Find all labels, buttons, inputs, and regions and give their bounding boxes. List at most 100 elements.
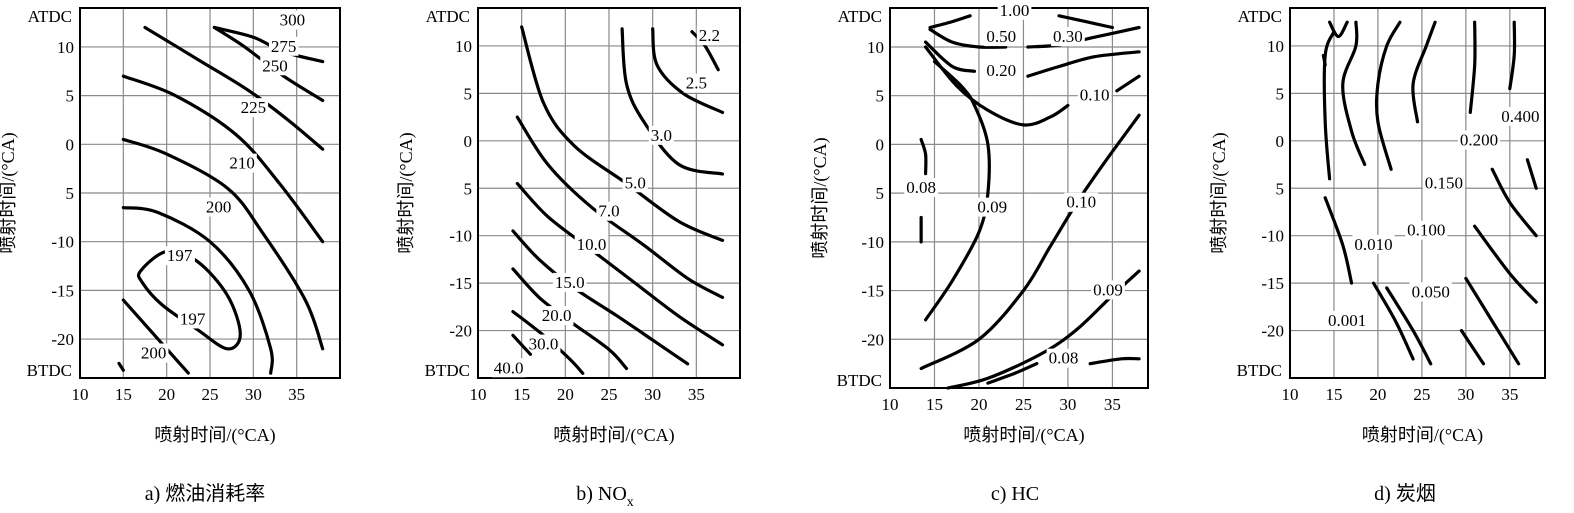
contour-line: [515, 181, 725, 347]
contour-label-bg: [1326, 310, 1369, 330]
plot-frame: [79, 7, 341, 379]
contour-label: 197: [167, 246, 193, 265]
contour-label-bg: [1091, 280, 1125, 300]
contour-label-bg: [177, 309, 208, 329]
contour-label: 0.09: [1093, 280, 1123, 299]
y-tick-label: 5: [876, 87, 885, 106]
contour-label-bg: [574, 234, 609, 254]
contour-line: [1464, 276, 1521, 366]
contour-label-bg: [1457, 130, 1501, 150]
contour-label: 0.100: [1407, 221, 1445, 240]
contour-label: 15.0: [555, 273, 585, 292]
y-tick-label: 10: [57, 38, 74, 57]
contour-label-bg: [984, 61, 1019, 81]
panel-caption: a) 燃油消耗率: [145, 482, 266, 505]
contour-line: [121, 74, 325, 244]
contour-label: 0.08: [906, 178, 936, 197]
contour-label: 2.2: [699, 26, 720, 45]
contour-label: 0.30: [1053, 27, 1083, 46]
y-tick-label: -10: [861, 233, 884, 252]
contour-line: [117, 361, 125, 372]
chart-panel-4: 10 15 20 25 30 35 10 5 0 5 -10 -15 -20 ATDC BTDC 喷射时间/(…: [1209, 7, 1546, 505]
y-axis-label: 喷射时间/(°CA): [0, 132, 19, 253]
y-bottom-label: BTDC: [425, 361, 470, 380]
contour-label: 40.0: [494, 358, 524, 377]
contour-label-bg: [260, 56, 290, 76]
contour-label-bg: [596, 201, 622, 221]
contour-line: [121, 137, 325, 351]
panel-caption: b) NOx: [576, 483, 634, 510]
contour-label-bg: [1051, 27, 1085, 47]
contour-line: [1490, 167, 1538, 238]
x-tick-label: 25: [601, 385, 618, 404]
chart-panel-3: 10 15 20 25 30 35 10 5 0 5 -10 -15 -20 ATDC BTDC 喷射时间/(…: [810, 0, 1149, 505]
contour-label-bg: [1064, 192, 1099, 212]
contour-label: 200: [206, 197, 232, 216]
contour-label: 1.00: [1000, 1, 1030, 20]
contour-label: 0.50: [986, 27, 1016, 46]
chart-panel-2: 10 15 20 25 30 35 10 5 0 5 -10 -15 -20 ATDC BTDC 喷射时间/(…: [396, 7, 741, 510]
y-tick-label: 5: [1276, 84, 1285, 103]
contour-label-bg: [975, 197, 1010, 217]
contour-label: 250: [262, 56, 288, 75]
contour-line: [143, 25, 325, 151]
x-tick-label: 15: [926, 395, 943, 414]
chart-panel-1: 10 15 20 25 30 35 10 5 0 5 -10 -15 -20 ATDC BTDC 喷射时间/(…: [0, 7, 341, 505]
x-tick-label: 25: [1413, 385, 1430, 404]
y-tick-label: -15: [449, 274, 472, 293]
x-tick-label: 20: [970, 395, 987, 414]
contour-label: 0.400: [1501, 107, 1539, 126]
x-tick-label: 15: [1325, 385, 1342, 404]
contour-line: [1057, 14, 1114, 30]
x-axis-label: 喷射时间/(°CA): [154, 425, 275, 446]
contour-line: [515, 115, 725, 299]
y-tick-label: 10: [867, 38, 884, 57]
plot-frame: [1289, 7, 1546, 379]
y-tick-label: 5: [876, 184, 885, 203]
y-tick-label: -15: [861, 282, 884, 301]
contour-label-bg: [1409, 282, 1452, 302]
contour-label-bg: [268, 36, 299, 56]
contour-line: [1473, 224, 1538, 304]
contour-label: 0.08: [1049, 349, 1079, 368]
contour-label: 5.0: [625, 173, 646, 192]
x-tick-label: 30: [1059, 395, 1076, 414]
contour-line: [121, 298, 190, 375]
contour-line: [1115, 74, 1141, 93]
x-tick-label: 25: [202, 385, 219, 404]
contour-line: [1459, 328, 1486, 366]
contour-line: [923, 45, 1070, 127]
y-tick-label: -10: [51, 233, 74, 252]
x-tick-label: 35: [288, 385, 305, 404]
contour-label-bg: [1077, 85, 1112, 105]
contour-label: 225: [241, 98, 267, 117]
y-tick-label: -20: [449, 322, 472, 341]
contour-line: [923, 40, 977, 73]
contour-line: [511, 229, 690, 366]
y-tick-label: 0: [66, 135, 75, 154]
contour-label-bg: [648, 125, 675, 145]
y-tick-label: -20: [51, 330, 74, 349]
contour-label-bg: [526, 334, 561, 354]
y-tick-label: 0: [876, 135, 885, 154]
contour-line: [1468, 20, 1477, 114]
y-bottom-label: BTDC: [1237, 361, 1282, 380]
y-top-label: ATDC: [426, 7, 470, 26]
x-tick-label: 10: [1282, 385, 1299, 404]
contour-label-bg: [277, 10, 308, 30]
x-tick-label: 20: [158, 385, 175, 404]
x-tick-label: 30: [644, 385, 661, 404]
contour-line: [1327, 20, 1349, 39]
x-tick-label: 25: [1015, 395, 1032, 414]
contour-label-bg: [622, 173, 648, 193]
contour-label-bg: [1405, 220, 1448, 240]
contour-line: [520, 25, 725, 242]
contour-label: 0.09: [977, 198, 1007, 217]
contour-label-bg: [1046, 348, 1081, 368]
y-top-label: ATDC: [838, 7, 882, 26]
contour-label: 0.20: [986, 61, 1016, 80]
contour-label-bg: [491, 358, 526, 378]
contour-label: 300: [280, 11, 306, 30]
x-tick-label: 30: [245, 385, 262, 404]
y-bottom-label: BTDC: [837, 371, 882, 390]
